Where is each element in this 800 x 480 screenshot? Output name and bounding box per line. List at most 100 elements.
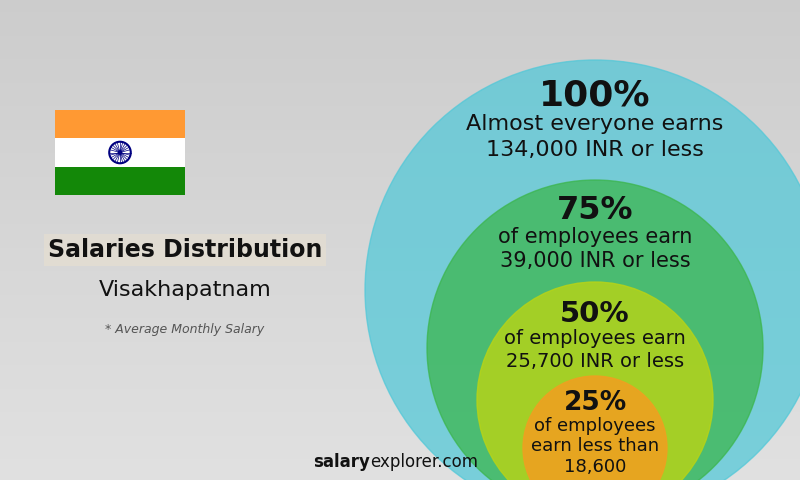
Bar [0, 43, 800, 44]
Bar [0, 165, 800, 166]
Bar [0, 381, 800, 382]
Bar [0, 468, 800, 469]
Text: 18,600: 18,600 [564, 458, 626, 476]
Bar [0, 391, 800, 392]
Bar [0, 99, 800, 100]
Bar [0, 274, 800, 275]
Bar [0, 264, 800, 265]
Bar [0, 277, 800, 278]
Bar [0, 324, 800, 325]
Bar [0, 111, 800, 112]
Bar [0, 18, 800, 19]
Bar [0, 26, 800, 27]
Bar [0, 376, 800, 377]
Bar [0, 302, 800, 303]
Bar [0, 463, 800, 464]
Bar [0, 282, 800, 283]
Bar [0, 116, 800, 117]
Bar [0, 40, 800, 41]
Bar [0, 250, 800, 251]
Bar [0, 102, 800, 103]
Bar [0, 130, 800, 131]
Bar [0, 160, 800, 161]
Bar [0, 93, 800, 94]
Bar [0, 229, 800, 230]
Bar [0, 327, 800, 328]
Bar [0, 221, 800, 222]
Bar [0, 122, 800, 123]
Bar [0, 315, 800, 316]
Bar [0, 342, 800, 343]
Bar [0, 384, 800, 385]
Bar [0, 161, 800, 162]
Bar [0, 295, 800, 296]
Bar [0, 325, 800, 326]
Bar [0, 8, 800, 9]
Bar [0, 316, 800, 317]
Bar [0, 145, 800, 146]
Bar [0, 37, 800, 38]
Bar [0, 29, 800, 30]
Bar [0, 16, 800, 17]
Bar [0, 270, 800, 271]
Bar [0, 406, 800, 407]
Bar [0, 336, 800, 337]
Bar [0, 106, 800, 107]
Bar [0, 433, 800, 434]
Bar [0, 326, 800, 327]
Bar [0, 85, 800, 86]
Bar [0, 255, 800, 256]
Bar [0, 21, 800, 22]
Bar [0, 19, 800, 20]
Bar [0, 228, 800, 229]
Bar [0, 182, 800, 183]
Bar [0, 52, 800, 53]
Bar [0, 355, 800, 356]
Bar [0, 208, 800, 209]
Bar [0, 24, 800, 25]
Bar [0, 362, 800, 363]
Bar [0, 466, 800, 467]
Bar [0, 360, 800, 361]
Bar [0, 412, 800, 413]
Bar [0, 394, 800, 395]
Bar [0, 437, 800, 438]
Bar [0, 109, 800, 110]
Bar [0, 84, 800, 85]
Bar [0, 417, 800, 418]
Text: 100%: 100% [539, 78, 650, 112]
Bar [0, 226, 800, 227]
Bar [0, 441, 800, 442]
Bar [0, 58, 800, 59]
Bar [0, 465, 800, 466]
Bar [0, 375, 800, 376]
Bar [0, 314, 800, 315]
Bar [0, 312, 800, 313]
Bar [0, 113, 800, 114]
Bar [0, 354, 800, 355]
Bar [0, 202, 800, 203]
Bar [0, 350, 800, 351]
Bar [0, 129, 800, 130]
Bar [0, 455, 800, 456]
Text: of employees earn: of employees earn [504, 329, 686, 348]
Bar [0, 234, 800, 235]
Bar [0, 217, 800, 218]
Bar [0, 210, 800, 211]
Bar [0, 203, 800, 204]
Bar [0, 158, 800, 159]
Bar [0, 289, 800, 290]
Bar [0, 200, 800, 201]
Bar [0, 333, 800, 334]
Bar [0, 257, 800, 258]
Bar [0, 171, 800, 172]
Bar [0, 328, 800, 329]
Bar [0, 377, 800, 378]
Bar [0, 299, 800, 300]
Bar [0, 469, 800, 470]
Bar [0, 137, 800, 138]
Bar [0, 190, 800, 191]
Bar [0, 421, 800, 422]
Bar [0, 168, 800, 169]
Bar [0, 98, 800, 99]
